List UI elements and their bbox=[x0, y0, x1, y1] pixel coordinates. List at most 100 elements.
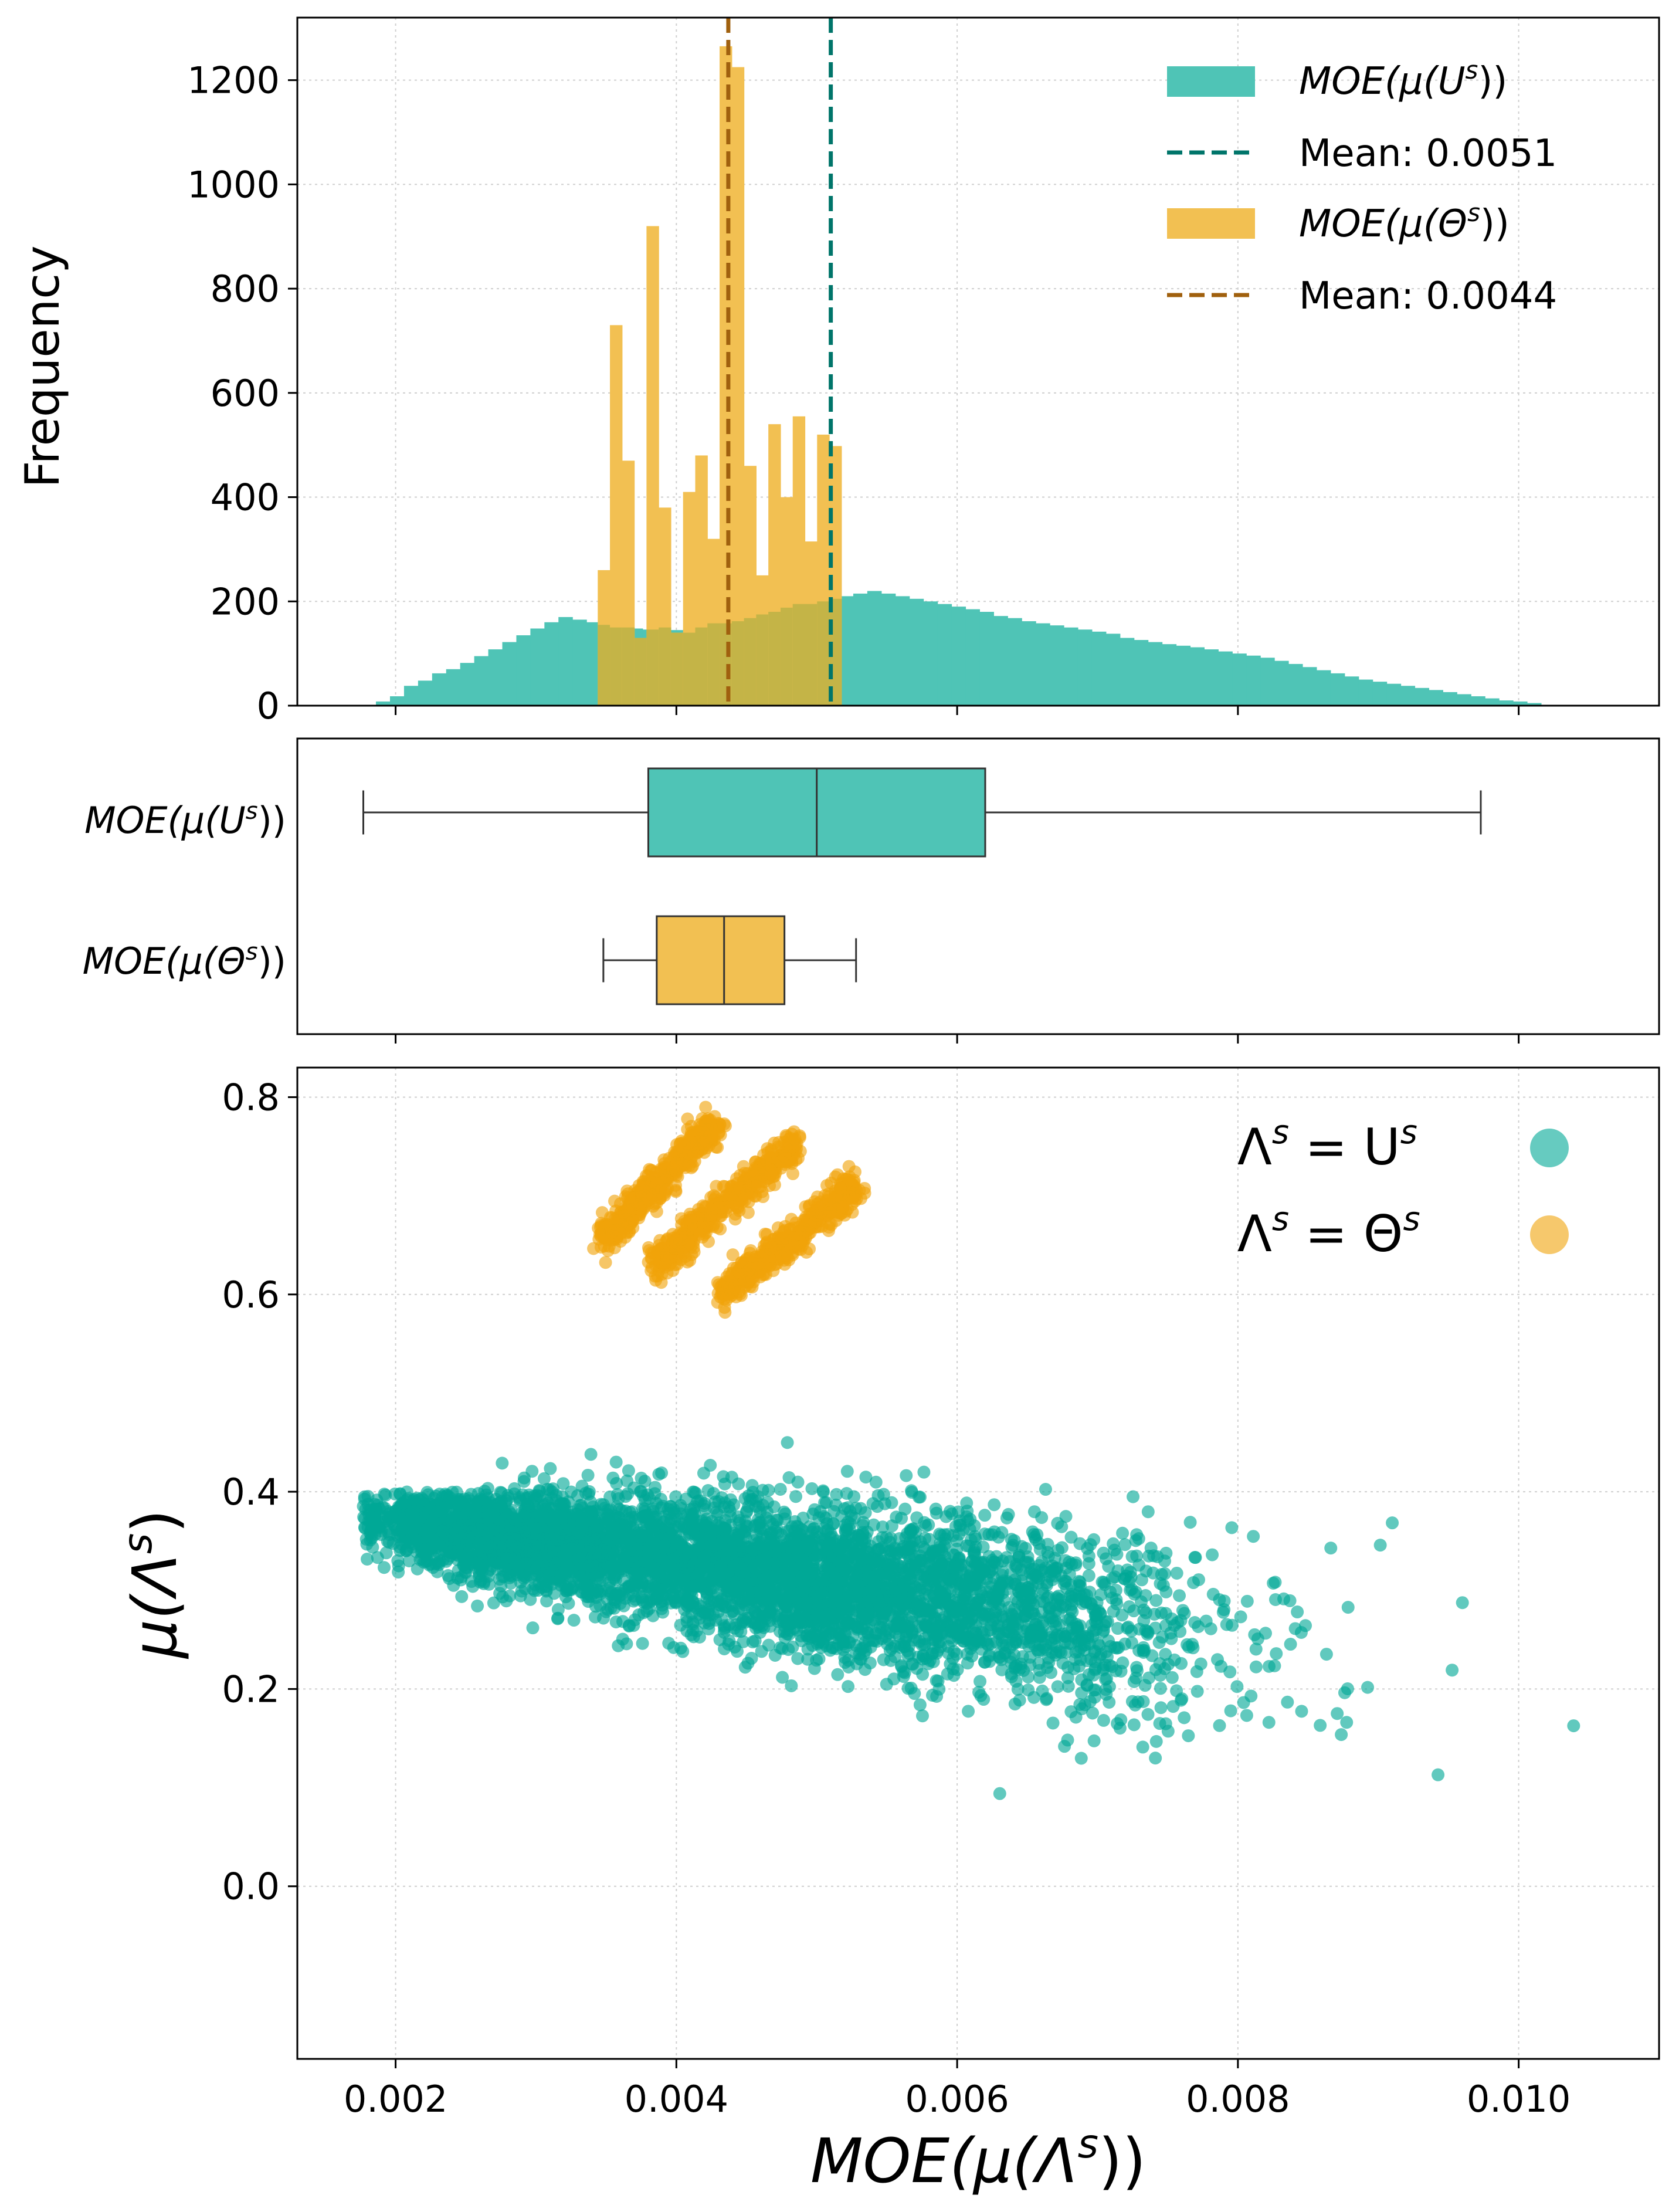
histogram-bar-u bbox=[1499, 700, 1514, 706]
scatter-point-u bbox=[674, 1641, 687, 1655]
scatter-point-u bbox=[377, 1561, 391, 1574]
scatter-point-u bbox=[870, 1500, 884, 1513]
scatter-point-u bbox=[877, 1653, 890, 1666]
scatter-point-u bbox=[1154, 1669, 1167, 1682]
scatter-point-u bbox=[1386, 1516, 1399, 1530]
scatter-point-u bbox=[524, 1593, 537, 1606]
mean-lines bbox=[726, 18, 833, 706]
histogram-bar-overlap bbox=[622, 627, 635, 706]
scatter-point-u bbox=[1446, 1664, 1459, 1677]
scatter-point-u bbox=[607, 1572, 620, 1586]
scatter-point-u bbox=[655, 1466, 669, 1480]
histogram-bar-u bbox=[993, 616, 1008, 706]
scatter-point-u bbox=[1083, 1695, 1097, 1708]
scatter-point-u bbox=[782, 1471, 796, 1484]
scatter-point-u bbox=[1249, 1642, 1263, 1656]
histogram-bar-u bbox=[1471, 696, 1485, 706]
scatter-point-u bbox=[1137, 1603, 1151, 1617]
scatter-point-u bbox=[980, 1637, 993, 1650]
scatter-point-u bbox=[662, 1637, 676, 1650]
scatter-point-u bbox=[805, 1631, 819, 1644]
scatter-point-u bbox=[915, 1709, 929, 1723]
histogram-bar-u bbox=[1485, 698, 1500, 706]
histogram-bar-u bbox=[460, 663, 475, 706]
scatter-point-u bbox=[1064, 1705, 1078, 1719]
scatter-point-u bbox=[1194, 1657, 1207, 1671]
scatter-point-u bbox=[1162, 1658, 1175, 1671]
histogram-bar-u bbox=[979, 612, 994, 706]
scatter-point-u bbox=[983, 1610, 996, 1624]
scatter-point-u bbox=[1082, 1569, 1095, 1583]
histogram-grid bbox=[297, 18, 1659, 706]
histogram-series-theta bbox=[598, 46, 842, 706]
scatter-point-u bbox=[1225, 1521, 1239, 1534]
scatter-point-u bbox=[1009, 1592, 1023, 1605]
scatter-point-u bbox=[1008, 1534, 1021, 1547]
scatter-point-u bbox=[537, 1472, 551, 1485]
scatter-point-u bbox=[1115, 1608, 1129, 1622]
scatter-point-u bbox=[1176, 1604, 1189, 1617]
scatter-point-u bbox=[496, 1456, 509, 1470]
histogram-bar-u bbox=[1190, 647, 1205, 706]
histogram-bar-u bbox=[1302, 667, 1317, 706]
scatter-point-u bbox=[1132, 1532, 1145, 1546]
scatter-point-u bbox=[544, 1462, 557, 1475]
scatter-point-u bbox=[913, 1698, 927, 1712]
scatter-point-u bbox=[912, 1491, 925, 1504]
histogram-bar-overlap bbox=[634, 638, 647, 706]
scatter-point-u bbox=[515, 1584, 528, 1598]
scatter-point-u bbox=[1125, 1636, 1138, 1649]
histogram-bar-u bbox=[1162, 644, 1177, 706]
scatter-point-u bbox=[900, 1469, 913, 1482]
scatter-point-u bbox=[1338, 1686, 1351, 1699]
scatter-point-u bbox=[1039, 1483, 1052, 1496]
scatter-point-u bbox=[620, 1474, 634, 1488]
histogram-bar-overlap bbox=[707, 623, 720, 706]
scatter-point-u bbox=[738, 1661, 752, 1674]
scatter-point-u bbox=[972, 1685, 986, 1699]
histogram-bar-u bbox=[1246, 655, 1261, 706]
scatter-point-u bbox=[1262, 1716, 1276, 1729]
scatter-point-u bbox=[1073, 1576, 1087, 1589]
scatter-point-u bbox=[1067, 1662, 1081, 1675]
scatter-point-u bbox=[1149, 1594, 1163, 1607]
histogram-bar-u bbox=[558, 616, 573, 706]
scatter-point-u bbox=[1084, 1538, 1097, 1552]
histogram-bar-u bbox=[1429, 690, 1443, 706]
scatter-point-u bbox=[816, 1484, 830, 1498]
histogram-y-label: Frequency bbox=[15, 245, 70, 487]
histogram-bar-u bbox=[853, 593, 868, 706]
histogram-bar-u bbox=[389, 696, 405, 706]
histogram-bar-u bbox=[530, 628, 545, 706]
scatter-point-u bbox=[361, 1553, 374, 1566]
scatter-point-u bbox=[1189, 1551, 1202, 1564]
scatter-point-u bbox=[1224, 1704, 1237, 1718]
histogram-bar-overlap bbox=[780, 607, 793, 706]
scatter-point-u bbox=[1097, 1546, 1110, 1560]
scatter-point-u bbox=[1110, 1547, 1124, 1561]
histogram-bar-overlap bbox=[670, 632, 684, 706]
scatter-point-u bbox=[1118, 1538, 1132, 1552]
scatter-point-u bbox=[1127, 1490, 1140, 1503]
histogram-y-tick-label: 1200 bbox=[187, 59, 280, 102]
legend-label-mean-u: Mean: 0.0051 bbox=[1299, 132, 1557, 175]
scatter-point-u bbox=[1139, 1588, 1152, 1602]
scatter-point-u bbox=[1373, 1539, 1387, 1552]
histogram-bar-u bbox=[1457, 694, 1471, 706]
histogram-bar-u bbox=[488, 649, 503, 706]
legend-label-theta: MOE(μ(Θs)) bbox=[1299, 198, 1510, 246]
histogram-series-u bbox=[376, 591, 1542, 706]
histogram-bar-theta bbox=[646, 226, 659, 706]
histogram-y-tick-label: 1000 bbox=[187, 163, 280, 206]
scatter-point-u bbox=[402, 1554, 416, 1568]
scatter-point-u bbox=[1259, 1627, 1272, 1640]
scatter-panel: 0.00.20.40.60.8 0.002 0.004 0.006 0.008 0.01… bbox=[115, 1066, 1660, 2197]
scatter-point-u bbox=[1178, 1711, 1191, 1725]
scatter-point-u bbox=[494, 1579, 508, 1593]
histogram-bar-u bbox=[1036, 623, 1050, 706]
histogram-bar-u bbox=[572, 619, 587, 706]
histogram-bar-overlap bbox=[731, 621, 745, 706]
histogram-bar-u bbox=[951, 607, 966, 706]
scatter-point-u bbox=[701, 1484, 715, 1498]
